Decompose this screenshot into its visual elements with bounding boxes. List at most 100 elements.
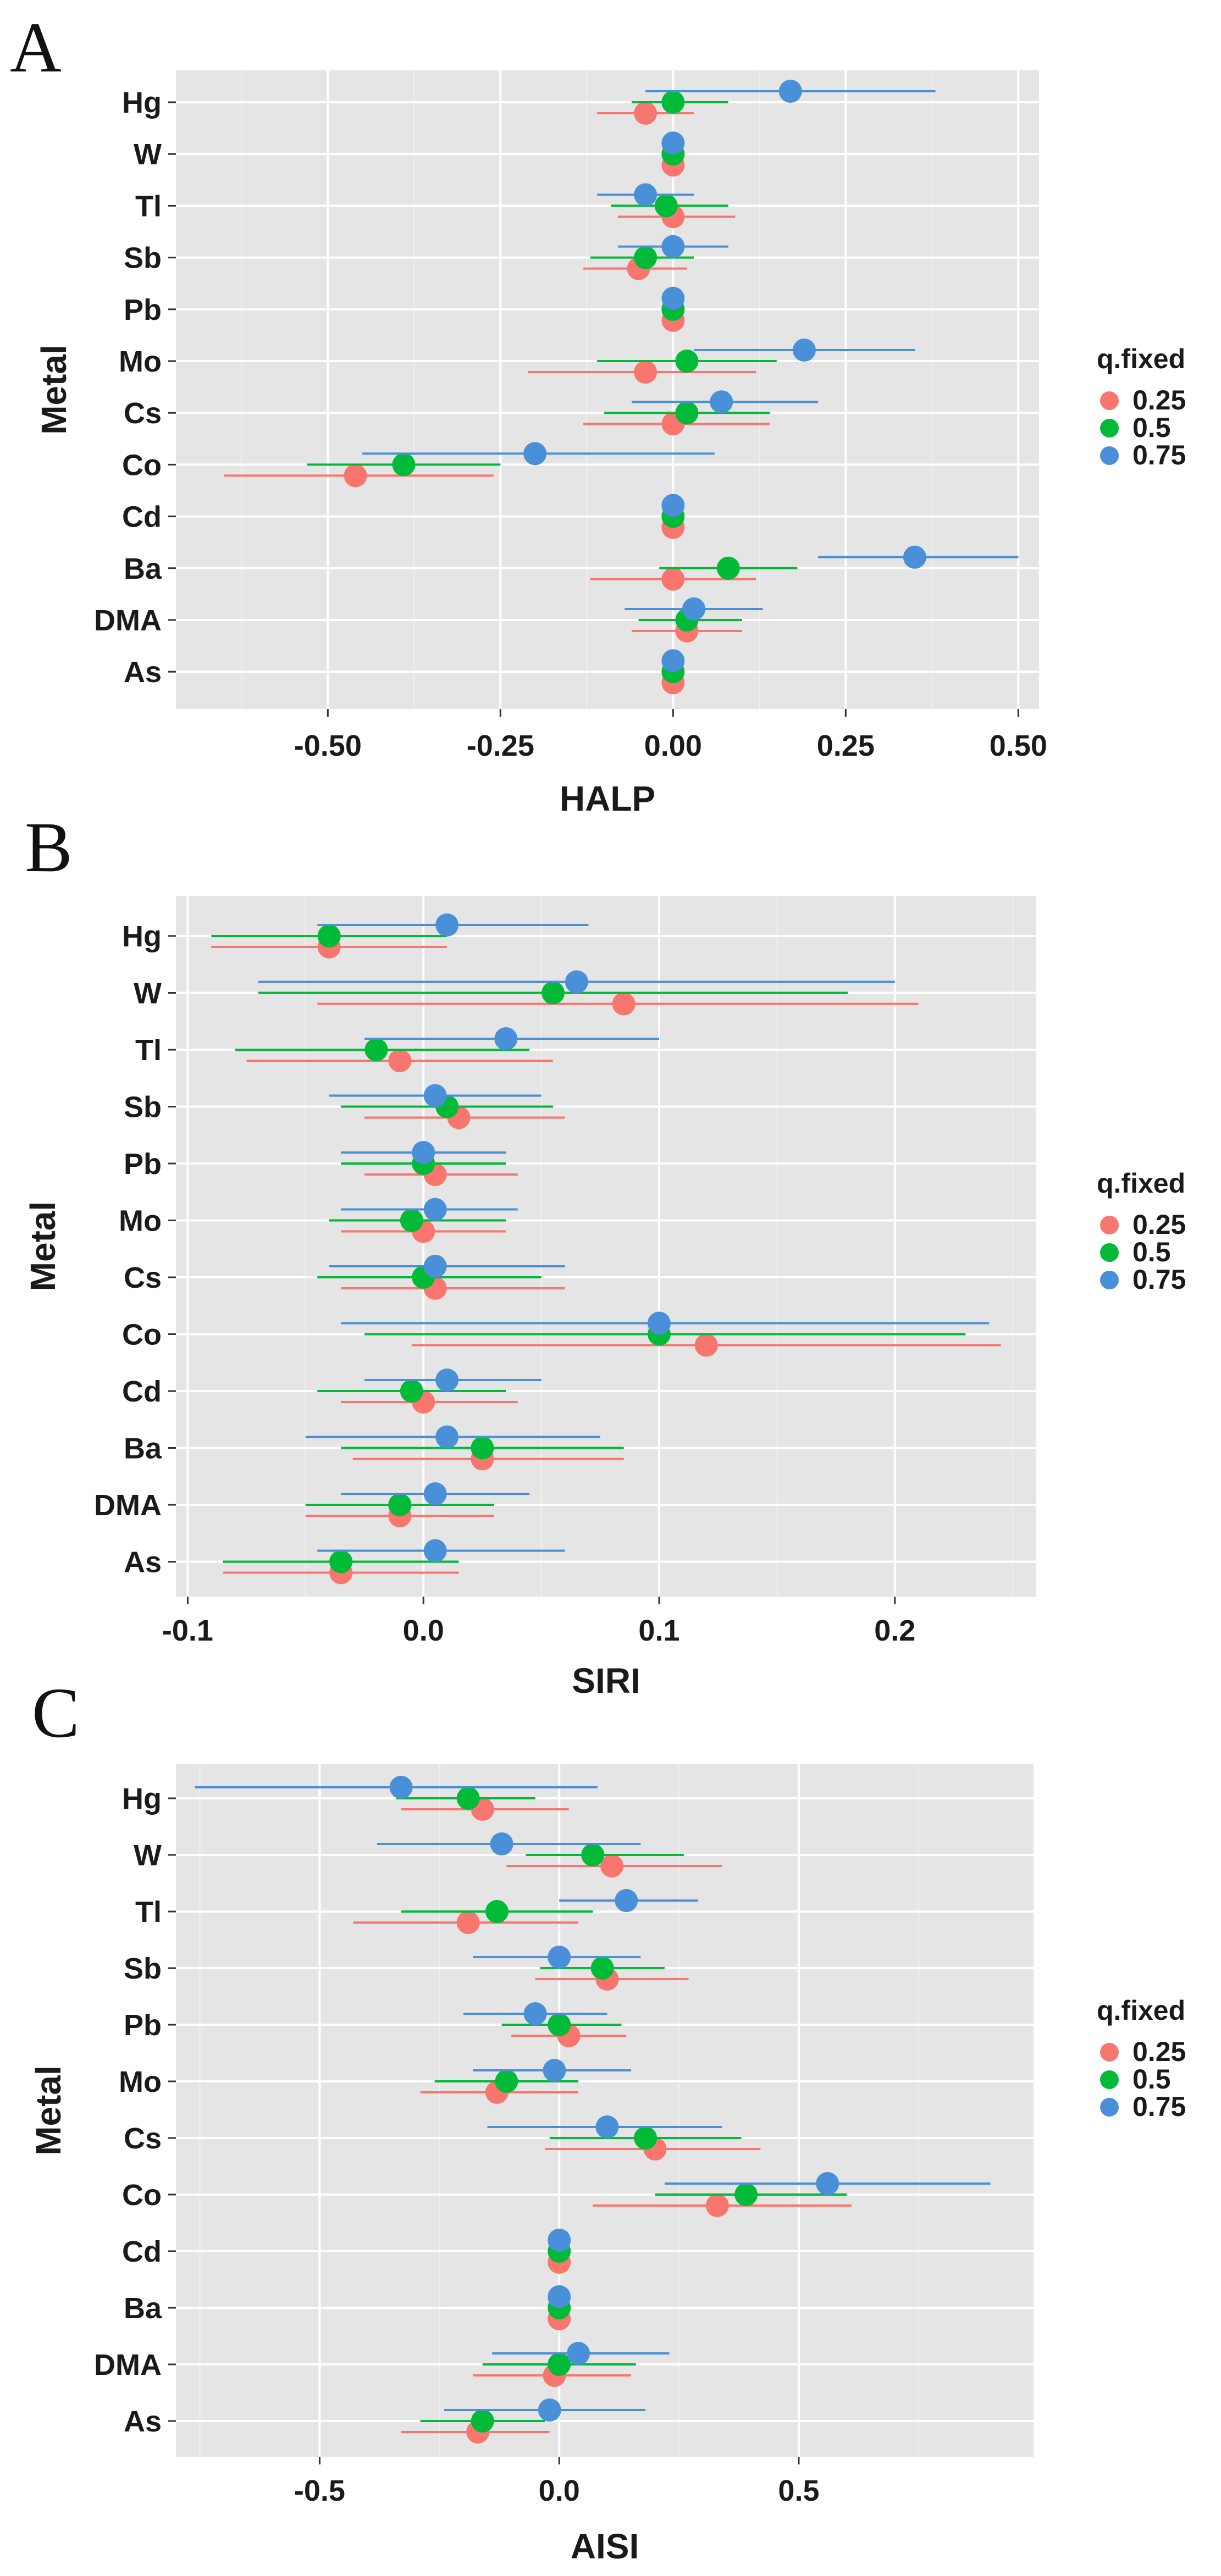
legend: q.fixed 0.250.50.75 — [1097, 344, 1186, 470]
data-point — [634, 102, 658, 125]
series-0.75 — [258, 913, 990, 1563]
category-label-hg: Hg — [122, 1782, 162, 1815]
data-point — [423, 1084, 447, 1107]
data-point — [661, 649, 685, 673]
data-point — [329, 1550, 353, 1574]
legend-key — [1100, 446, 1119, 465]
legend-key — [1100, 1216, 1119, 1234]
legend-key — [1100, 2043, 1119, 2062]
data-point — [523, 2002, 547, 2025]
y-axis-title: Metal — [29, 2065, 68, 2156]
x-tick-label: 0.0 — [539, 2474, 580, 2507]
legend-key — [1100, 2098, 1119, 2117]
x-tick-label: 0.25 — [817, 729, 875, 762]
y-axis-title: Metal — [23, 1201, 63, 1292]
data-point — [400, 1380, 423, 1403]
category-label-dma: DMA — [94, 1489, 162, 1522]
category-label-co: Co — [122, 448, 162, 481]
category-label-tl: Tl — [135, 1896, 162, 1929]
data-point — [816, 2172, 839, 2195]
legend-key — [1100, 391, 1119, 410]
data-point — [661, 91, 685, 114]
data-point — [548, 2353, 571, 2376]
category-label-ba: Ba — [124, 552, 162, 585]
legend-label: 0.5 — [1132, 1237, 1171, 1267]
legend-label: 0.25 — [1132, 2036, 1186, 2067]
data-point — [456, 1787, 480, 1810]
legend-label: 0.5 — [1132, 2064, 1171, 2095]
data-point — [495, 2070, 518, 2093]
data-point — [590, 1957, 614, 1980]
x-tick-label: -0.1 — [162, 1614, 213, 1647]
data-point — [682, 597, 705, 621]
data-point — [634, 246, 658, 269]
category-label-cd: Cd — [122, 501, 162, 534]
category-label-as: As — [124, 1546, 162, 1579]
x-axis-title: HALP — [560, 779, 655, 818]
data-point — [661, 286, 685, 310]
legend-label: 0.25 — [1132, 1209, 1186, 1240]
data-point — [661, 235, 685, 258]
data-point — [612, 992, 636, 1016]
category-label-cd: Cd — [122, 1375, 162, 1408]
series-0.25 — [211, 935, 1001, 1585]
category-label-pb: Pb — [124, 2009, 162, 2042]
data-point — [675, 350, 699, 373]
data-point — [490, 1832, 513, 1855]
legend-label: 0.5 — [1132, 412, 1171, 443]
data-point — [364, 1038, 388, 1061]
x-tick-label: -0.5 — [294, 2474, 345, 2507]
data-point — [471, 1436, 494, 1460]
panel-letter: A — [10, 8, 62, 87]
x-tick-label: 0.50 — [990, 729, 1047, 762]
data-point — [661, 567, 685, 591]
data-point — [485, 1900, 509, 1923]
data-point — [565, 970, 588, 994]
category-label-co: Co — [122, 1319, 162, 1351]
data-point — [392, 453, 416, 477]
panel-A: A -0.50 -0.25 0.00 0.25 0.50 Hg W Tl Sb Pb Mo Cs Co Cd… — [10, 8, 1186, 818]
data-point — [548, 1946, 571, 1969]
data-point — [600, 1854, 624, 1877]
series-0.75 — [195, 1776, 991, 2422]
category-label-cs: Cs — [124, 2122, 162, 2155]
category-label-sb: Sb — [124, 1952, 162, 1985]
data-point — [734, 2183, 758, 2206]
legend-key — [1100, 1243, 1119, 1262]
legend-key — [1100, 2070, 1119, 2089]
x-axis-title: SIRI — [572, 1661, 640, 1700]
category-label-ba: Ba — [124, 2292, 162, 2325]
x-tick-label: 0.2 — [874, 1614, 915, 1647]
data-point — [435, 1369, 459, 1392]
legend: q.fixed 0.250.50.75 — [1097, 1995, 1186, 2122]
data-point — [634, 361, 658, 384]
data-point — [494, 1027, 518, 1050]
category-label-cs: Cs — [124, 1261, 162, 1294]
legend-title: q.fixed — [1097, 1168, 1185, 1199]
category-label-w: W — [134, 138, 162, 171]
category-label-co: Co — [122, 2179, 162, 2212]
data-point — [542, 981, 565, 1005]
data-point — [388, 1493, 412, 1516]
data-point — [548, 2285, 571, 2308]
data-point — [412, 1141, 435, 1164]
category-label-w: W — [134, 977, 162, 1010]
y-axis-title: Metal — [34, 345, 74, 435]
data-point — [581, 1843, 605, 1866]
data-point — [388, 1049, 412, 1072]
data-point — [435, 1425, 459, 1449]
category-label-hg: Hg — [122, 920, 162, 953]
data-point — [567, 2342, 590, 2365]
data-point — [716, 556, 740, 580]
category-label-as: As — [124, 656, 162, 689]
data-point — [654, 194, 678, 218]
data-point — [595, 2115, 619, 2139]
data-point — [423, 1482, 447, 1505]
x-tick-label: 0.5 — [778, 2474, 819, 2507]
data-point — [523, 442, 547, 466]
category-label-cs: Cs — [124, 397, 162, 430]
data-point — [705, 2194, 729, 2217]
x-tick-label: -0.50 — [294, 729, 362, 762]
data-point — [903, 545, 926, 569]
